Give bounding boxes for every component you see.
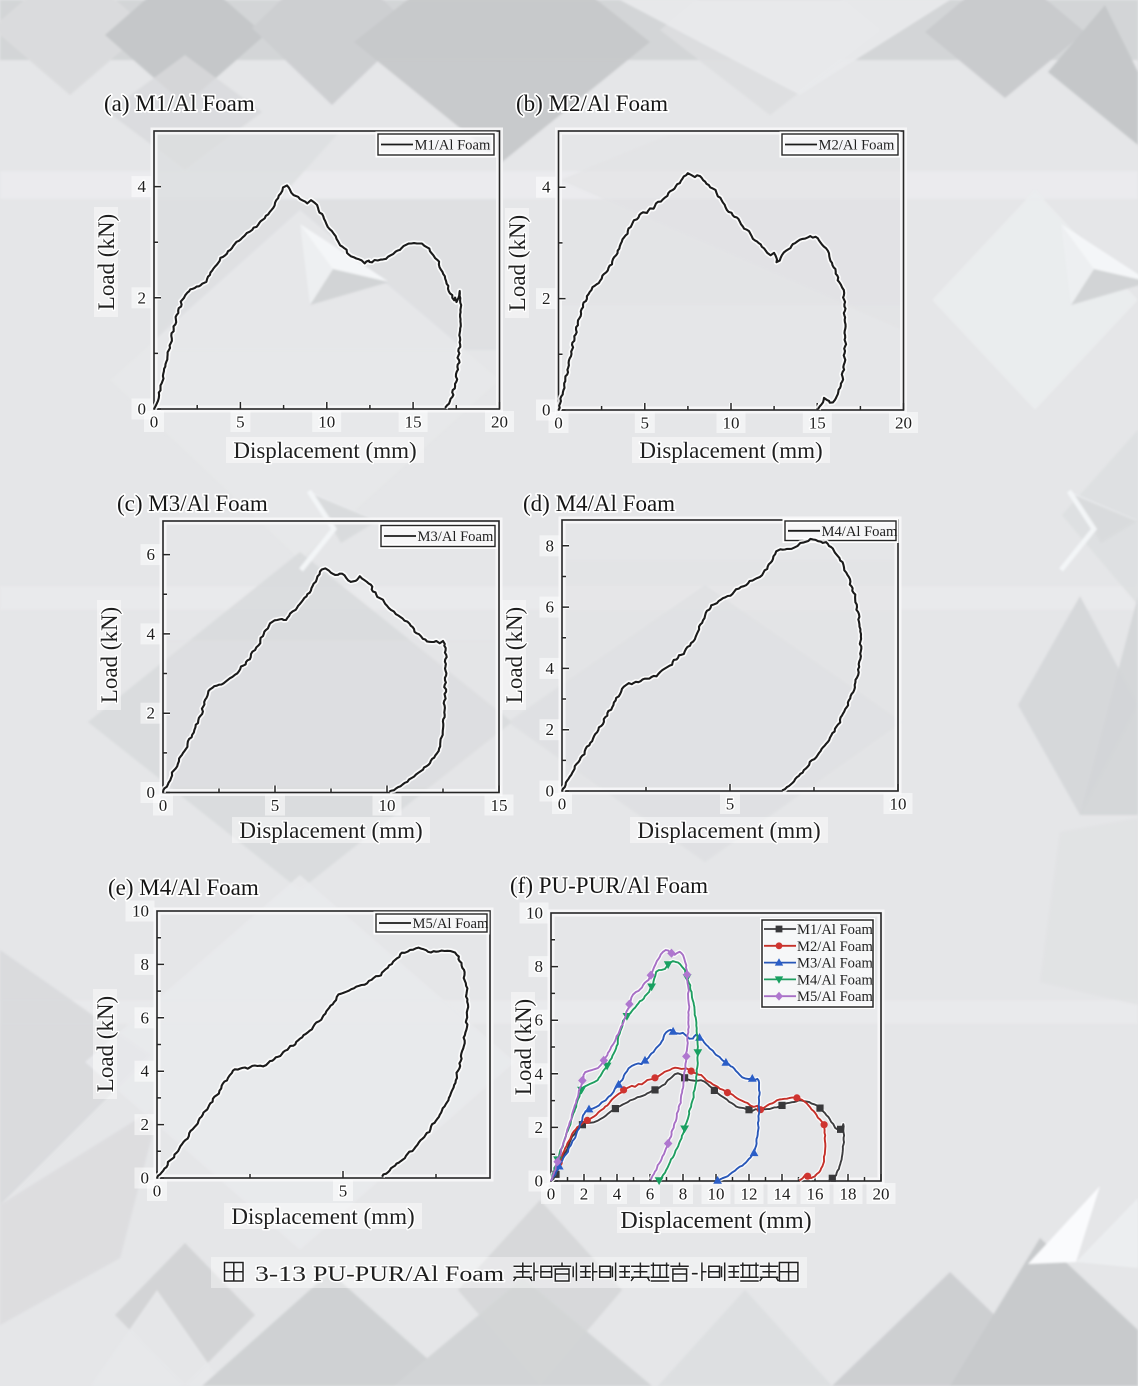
svg-text:M2/Al Foam: M2/Al Foam — [797, 939, 873, 955]
svg-text:(f) PU-PUR/Al Foam: (f) PU-PUR/Al Foam — [510, 873, 708, 898]
svg-text:(e) M4/Al Foam: (e) M4/Al Foam — [108, 875, 259, 900]
svg-text:Load (kN): Load (kN) — [93, 996, 118, 1092]
svg-text:5: 5 — [641, 414, 650, 433]
svg-text:0: 0 — [147, 783, 156, 802]
svg-text:M3/Al Foam: M3/Al Foam — [797, 956, 873, 972]
svg-text:Displacement (mm): Displacement (mm) — [620, 1208, 811, 1234]
svg-text:5: 5 — [271, 796, 280, 815]
svg-text:4: 4 — [546, 659, 555, 678]
svg-text:0: 0 — [153, 1182, 162, 1201]
svg-text:Displacement (mm): Displacement (mm) — [239, 818, 422, 843]
svg-text:6: 6 — [646, 1185, 655, 1204]
svg-text:0: 0 — [150, 413, 159, 432]
svg-text:M4/Al Foam: M4/Al Foam — [822, 524, 898, 540]
svg-text:Load (kN): Load (kN) — [511, 999, 536, 1095]
svg-text:2: 2 — [141, 1115, 150, 1134]
svg-text:0: 0 — [558, 795, 567, 814]
svg-text:16: 16 — [807, 1185, 824, 1204]
svg-text:10: 10 — [708, 1185, 725, 1204]
svg-text:M5/Al Foam: M5/Al Foam — [797, 989, 873, 1005]
svg-text:10: 10 — [723, 414, 740, 433]
svg-text:0: 0 — [542, 401, 551, 420]
svg-text:(c) M3/Al Foam: (c) M3/Al Foam — [117, 491, 268, 516]
svg-text:10: 10 — [890, 795, 907, 814]
svg-text:Load (kN): Load (kN) — [505, 215, 530, 311]
svg-text:0: 0 — [141, 1169, 150, 1188]
svg-text:Load (kN): Load (kN) — [97, 607, 122, 703]
svg-text:2: 2 — [542, 289, 551, 308]
svg-text:M4/Al Foam: M4/Al Foam — [797, 972, 873, 988]
svg-text:4: 4 — [613, 1185, 622, 1204]
svg-text:Load (kN): Load (kN) — [502, 607, 527, 703]
svg-text:15: 15 — [405, 413, 422, 432]
svg-text:0: 0 — [546, 782, 555, 801]
svg-text:M5/Al Foam: M5/Al Foam — [413, 916, 489, 932]
svg-text:8: 8 — [679, 1185, 688, 1204]
svg-text:4: 4 — [535, 1064, 544, 1083]
svg-text:10: 10 — [379, 796, 396, 815]
svg-text:18: 18 — [840, 1185, 857, 1204]
svg-text:0: 0 — [547, 1185, 556, 1204]
svg-text:0: 0 — [138, 400, 147, 419]
svg-text:20: 20 — [873, 1185, 890, 1204]
svg-text:10: 10 — [318, 413, 335, 432]
svg-text:4: 4 — [141, 1062, 150, 1081]
svg-text:Load (kN): Load (kN) — [94, 214, 119, 310]
svg-text:5: 5 — [726, 795, 735, 814]
svg-text:4: 4 — [147, 624, 156, 643]
svg-text:8: 8 — [535, 957, 544, 976]
svg-text:Displacement (mm): Displacement (mm) — [233, 438, 416, 463]
svg-text:M2/Al Foam: M2/Al Foam — [819, 138, 895, 154]
svg-text:Displacement (mm): Displacement (mm) — [637, 818, 820, 843]
svg-text:6: 6 — [141, 1008, 150, 1027]
svg-text:(d) M4/Al Foam: (d) M4/Al Foam — [523, 491, 675, 516]
svg-text:M3/Al Foam: M3/Al Foam — [418, 529, 494, 545]
svg-text:2: 2 — [138, 288, 147, 307]
svg-text:6: 6 — [535, 1011, 544, 1030]
svg-text:5: 5 — [339, 1182, 348, 1201]
svg-text:10: 10 — [526, 904, 543, 923]
svg-text:M1/Al Foam: M1/Al Foam — [415, 138, 491, 154]
svg-text:M1/Al Foam: M1/Al Foam — [797, 922, 873, 938]
svg-text:15: 15 — [491, 796, 508, 815]
svg-text:-: - — [691, 1259, 699, 1284]
svg-text:0: 0 — [554, 414, 563, 433]
svg-text:8: 8 — [546, 536, 555, 555]
svg-text:3-13: 3-13 — [255, 1261, 306, 1286]
svg-text:12: 12 — [741, 1185, 758, 1204]
svg-text:20: 20 — [491, 413, 508, 432]
svg-text:8: 8 — [141, 955, 150, 974]
svg-text:Displacement (mm): Displacement (mm) — [231, 1204, 414, 1229]
svg-text:6: 6 — [546, 598, 555, 617]
svg-text:14: 14 — [774, 1185, 792, 1204]
svg-text:4: 4 — [542, 178, 551, 197]
svg-text:2: 2 — [535, 1118, 544, 1137]
svg-text:15: 15 — [809, 414, 826, 433]
svg-text:PU-PUR/Al Foam: PU-PUR/Al Foam — [313, 1261, 505, 1286]
svg-text:6: 6 — [147, 545, 156, 564]
svg-text:0: 0 — [159, 796, 168, 815]
svg-text:10: 10 — [132, 902, 149, 921]
svg-text:0: 0 — [535, 1172, 544, 1191]
svg-text:Displacement (mm): Displacement (mm) — [639, 438, 822, 463]
svg-text:2: 2 — [546, 720, 555, 739]
svg-text:4: 4 — [138, 177, 147, 196]
svg-text:5: 5 — [236, 413, 245, 432]
svg-text:2: 2 — [147, 704, 156, 723]
svg-text:(a) M1/Al Foam: (a) M1/Al Foam — [104, 91, 255, 116]
svg-text:(b) M2/Al Foam: (b) M2/Al Foam — [516, 91, 668, 116]
svg-text:2: 2 — [580, 1185, 589, 1204]
svg-text:20: 20 — [895, 414, 912, 433]
